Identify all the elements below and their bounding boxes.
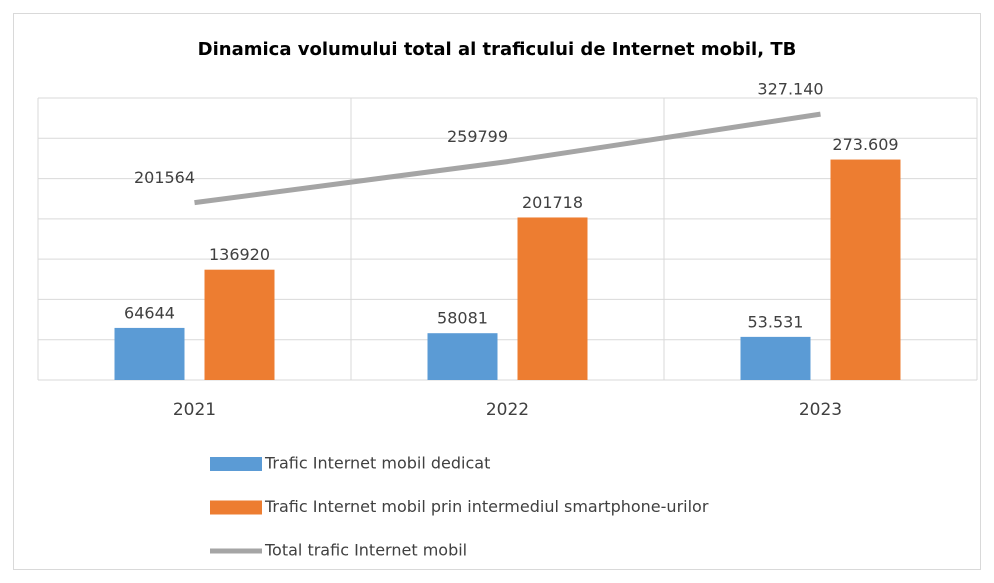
legend-swatch — [210, 500, 262, 515]
bar — [517, 217, 588, 380]
data-label: 273.609 — [832, 135, 898, 154]
legend-label: Trafic Internet mobil dedicat — [264, 454, 490, 473]
bar — [114, 327, 185, 380]
legend-swatch — [210, 457, 262, 471]
data-label: 58081 — [437, 309, 488, 328]
bar — [740, 336, 811, 380]
x-tick-label: 2023 — [799, 400, 842, 420]
data-label: 53.531 — [748, 312, 804, 331]
chart-title: Dinamica volumului total al traficului d… — [198, 39, 797, 60]
bar — [427, 333, 498, 380]
x-tick-label: 2022 — [486, 400, 529, 420]
data-label: 64644 — [124, 303, 175, 322]
bar — [204, 269, 275, 380]
chart-border — [13, 13, 981, 570]
line-series — [194, 111, 821, 206]
data-label: 327.140 — [757, 80, 823, 99]
bar — [830, 159, 901, 380]
data-label: 136920 — [209, 245, 270, 264]
x-tick-label: 2021 — [173, 400, 216, 420]
data-label: 259799 — [447, 127, 508, 146]
legend-label: Total trafic Internet mobil — [264, 541, 467, 560]
data-label: 201718 — [522, 193, 583, 212]
legend-label: Trafic Internet mobil prin intermediul s… — [264, 497, 709, 516]
data-label: 201564 — [134, 168, 195, 187]
